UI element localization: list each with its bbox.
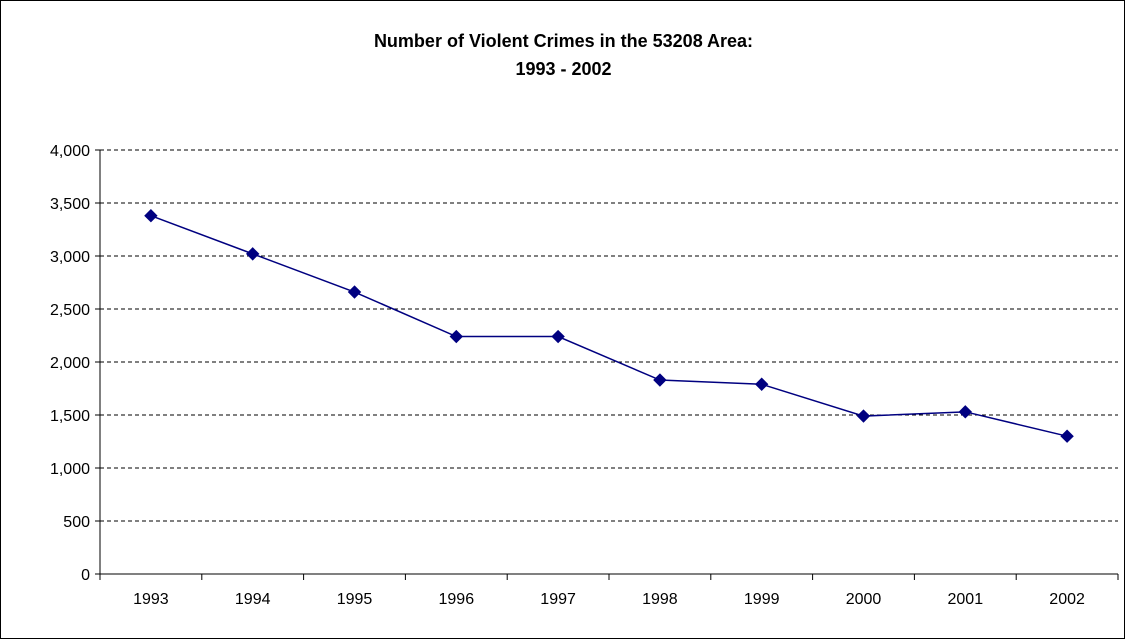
data-point <box>245 247 260 261</box>
y-tick-label: 3,000 <box>50 249 90 266</box>
x-tick-label: 1999 <box>744 591 780 608</box>
data-series <box>144 209 1074 443</box>
x-tick-label: 1996 <box>439 591 475 608</box>
chart-subtitle: 1993 - 2002 <box>515 59 612 79</box>
series-line <box>150 215 1068 437</box>
x-tick-label: 1993 <box>133 591 169 608</box>
data-point <box>856 409 871 423</box>
axes <box>95 149 1119 580</box>
y-tick-label: 2,500 <box>50 302 90 319</box>
y-tick-label: 3,500 <box>50 196 90 213</box>
y-tick-label: 1,500 <box>50 408 90 425</box>
x-tick-label: 1998 <box>642 591 678 608</box>
data-point <box>551 329 565 344</box>
data-point <box>347 285 362 299</box>
y-tick-label: 0 <box>81 567 90 584</box>
data-point <box>754 377 769 391</box>
data-point <box>144 209 158 223</box>
x-tick-label: 2001 <box>948 591 984 608</box>
x-tick-label: 1995 <box>337 591 373 608</box>
x-tick-label: 1997 <box>540 591 576 608</box>
data-point <box>1060 429 1074 443</box>
y-tick-label: 500 <box>63 514 90 531</box>
chart-title: Number of Violent Crimes in the 53208 Ar… <box>1 27 1126 83</box>
data-point <box>653 373 667 387</box>
y-tick-label: 2,000 <box>50 355 90 372</box>
gridlines <box>100 149 1118 522</box>
x-tick-label: 2000 <box>846 591 882 608</box>
x-tick-label: 1994 <box>235 591 271 608</box>
tick-labels: 0 500 1,000 1,500 2,000 2,500 3,000 3,500 4,000 1… <box>50 143 1085 608</box>
y-tick-label: 4,000 <box>50 143 90 160</box>
data-point <box>958 405 973 419</box>
chart-title-line1: Number of Violent Crimes in the 53208 Ar… <box>373 31 754 51</box>
data-point <box>449 329 464 344</box>
x-tick-label: 2002 <box>1049 591 1085 608</box>
y-tick-label: 1,000 <box>50 461 90 478</box>
